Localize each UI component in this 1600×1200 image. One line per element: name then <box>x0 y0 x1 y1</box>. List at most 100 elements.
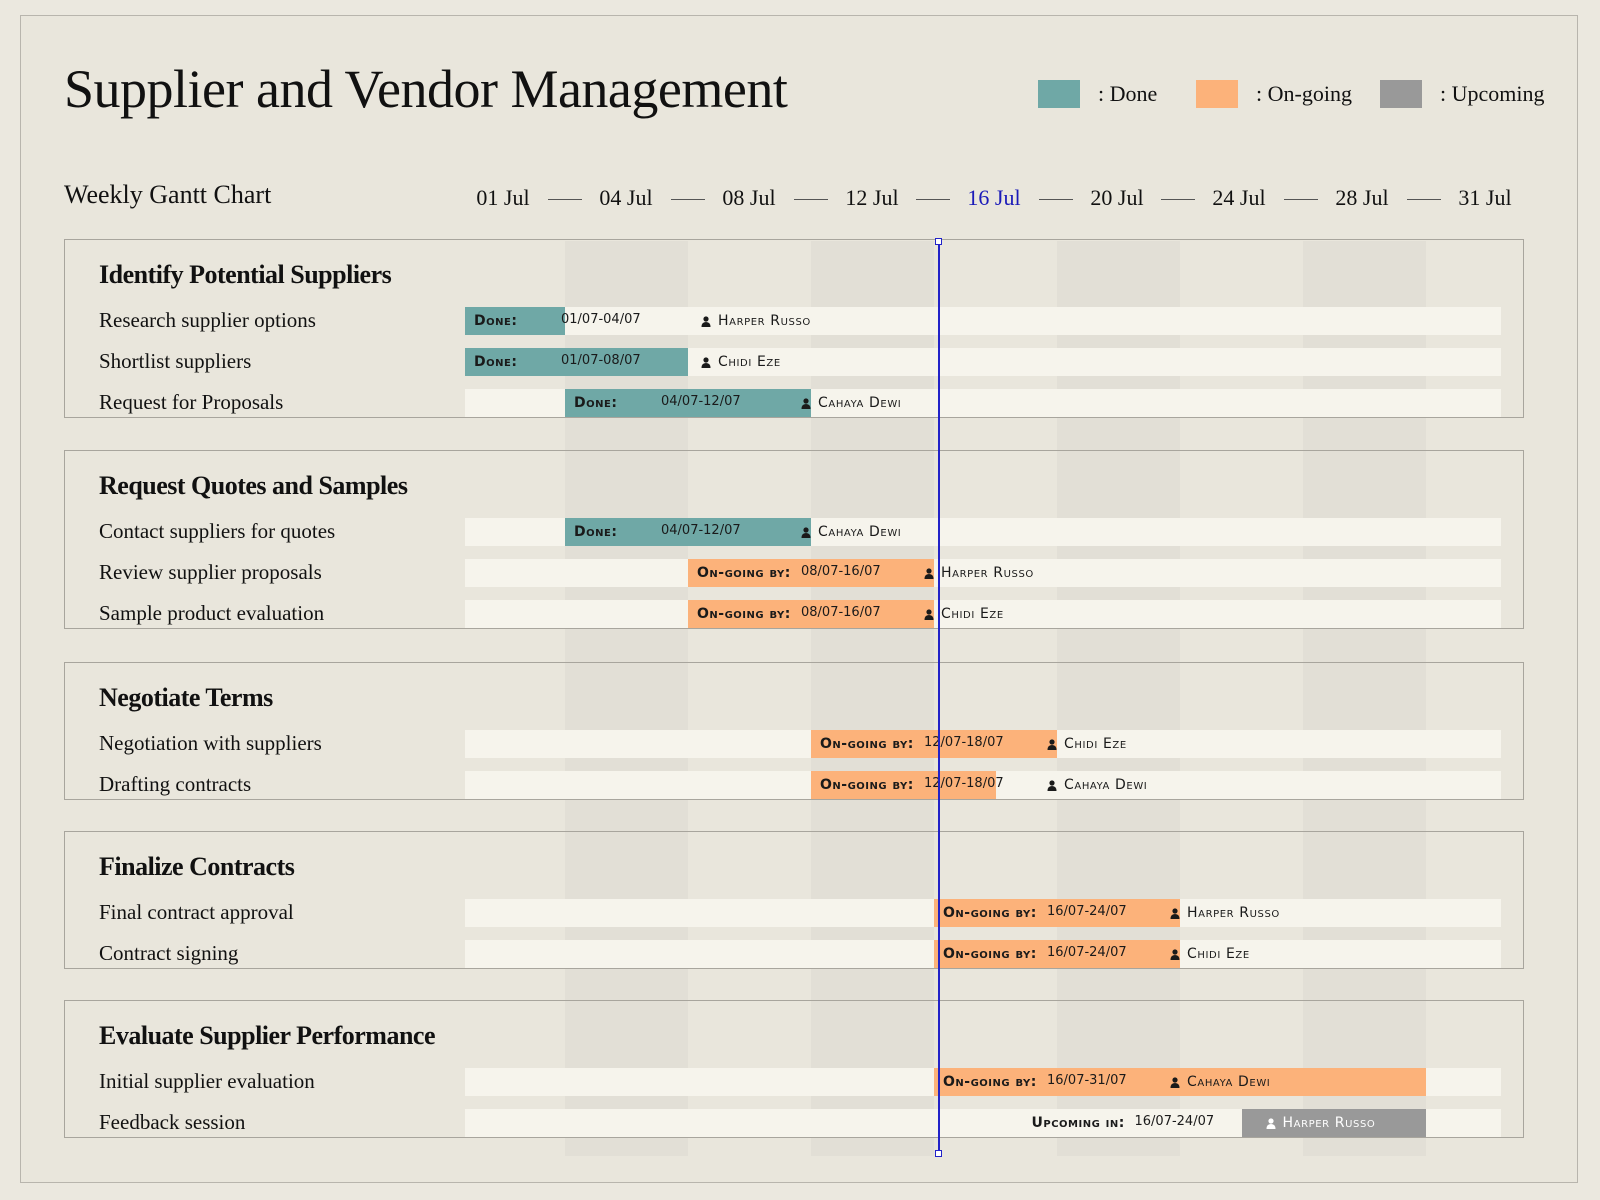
task-status-label: Upcoming in: <box>1031 1115 1125 1131</box>
task-date-range: 01/07-04/07 <box>561 312 641 327</box>
task-label: Drafting contracts <box>99 772 252 796</box>
task-owner: Chidi Eze <box>1187 946 1250 962</box>
task-label: Initial supplier evaluation <box>99 1069 315 1093</box>
group-title: Negotiate Terms <box>99 683 273 712</box>
task-track <box>465 600 1501 628</box>
task-date-range: 04/07-12/07 <box>661 523 741 538</box>
legend-swatch <box>1196 80 1238 108</box>
task-bar-ongoing <box>688 600 934 628</box>
task-track <box>465 307 1501 335</box>
task-owner: Harper Russo <box>941 565 1034 581</box>
task-date-range: 04/07-12/07 <box>661 394 741 409</box>
group-title: Identify Potential Suppliers <box>99 260 392 289</box>
task-bar-done <box>565 518 811 546</box>
task-date-range: 16/07-24/07 <box>1134 1114 1215 1129</box>
chart-subtitle: Weekly Gantt Chart <box>64 180 272 209</box>
task-bar-ongoing <box>688 559 934 587</box>
task-status-label: On-going by: <box>697 606 791 622</box>
date-separator <box>670 199 705 200</box>
task-date-range: 16/07-24/07 <box>1047 945 1127 960</box>
task-date-range: 01/07-08/07 <box>561 353 641 368</box>
user-icon <box>701 357 711 368</box>
group-box <box>64 450 1524 629</box>
task-date-range: 08/07-16/07 <box>801 564 881 579</box>
task-bar-ongoing <box>811 730 1057 758</box>
user-icon <box>1266 1118 1275 1129</box>
page-title: Supplier and Vendor Management <box>64 59 788 119</box>
task-label: Contract signing <box>99 941 239 965</box>
today-line <box>938 241 940 1153</box>
date-tick: 20 Jul <box>1090 185 1144 210</box>
task-bar-ongoing <box>934 1068 1426 1096</box>
task-date-range: 16/07-31/07 <box>1047 1073 1127 1088</box>
task-owner: Cahaya Dewi <box>1187 1074 1271 1090</box>
task-owner: Cahaya Dewi <box>818 524 902 540</box>
task-label: Request for Proposals <box>99 390 284 414</box>
date-tick: 08 Jul <box>722 185 776 210</box>
group-title: Evaluate Supplier Performance <box>99 1021 435 1050</box>
task-label: Review supplier proposals <box>99 560 322 584</box>
task-owner: Harper Russo <box>1187 905 1280 921</box>
task-status-label: Done: <box>574 395 618 411</box>
task-owner: Cahaya Dewi <box>1064 777 1148 793</box>
user-icon <box>924 568 934 579</box>
date-tick: 16 Jul <box>967 185 1021 210</box>
task-status-label: On-going by: <box>820 736 914 752</box>
task-label: Feedback session <box>99 1110 246 1134</box>
legend-swatch <box>1380 80 1422 108</box>
task-owner: Chidi Eze <box>1064 736 1127 752</box>
date-tick: 12 Jul <box>845 185 899 210</box>
task-status-label: On-going by: <box>820 777 914 793</box>
legend-label: : Upcoming <box>1440 81 1545 106</box>
task-bar-done <box>465 348 688 376</box>
date-separator <box>1161 199 1195 200</box>
group-title: Finalize Contracts <box>99 852 295 881</box>
user-icon <box>701 316 711 327</box>
date-separator <box>1283 199 1318 200</box>
task-track <box>465 559 1501 587</box>
user-icon <box>801 398 811 409</box>
group-box <box>64 662 1524 800</box>
task-owner: Harper Russo <box>718 313 811 329</box>
date-separator <box>793 199 828 200</box>
today-line-cap-bottom <box>935 1150 942 1157</box>
task-owner: Harper Russo <box>1282 1115 1376 1131</box>
task-owner: Chidi Eze <box>718 354 781 370</box>
group-box <box>64 239 1524 418</box>
legend-swatch <box>1038 80 1080 108</box>
date-tick: 31 Jul <box>1458 185 1512 210</box>
task-bar-ongoing <box>934 899 1180 927</box>
date-separator <box>916 199 950 200</box>
task-label: Contact suppliers for quotes <box>99 519 336 543</box>
task-bar-ongoing <box>811 771 996 799</box>
legend-label: : Done <box>1098 81 1158 106</box>
task-date-range: 12/07-18/07 <box>924 735 1004 750</box>
task-label: Sample product evaluation <box>99 601 325 625</box>
task-bar-upcoming <box>1241 1109 1426 1137</box>
task-date-range: 08/07-16/07 <box>801 605 881 620</box>
task-owner: Cahaya Dewi <box>818 395 902 411</box>
task-status-label: Done: <box>474 313 518 329</box>
task-status-label: On-going by: <box>697 565 791 581</box>
user-icon <box>1170 949 1180 960</box>
date-tick: 28 Jul <box>1335 185 1389 210</box>
task-bar-ongoing <box>934 940 1180 968</box>
task-status-label: On-going by: <box>943 946 1037 962</box>
date-tick: 24 Jul <box>1212 185 1266 210</box>
user-icon <box>1170 908 1180 919</box>
date-separator <box>547 199 582 200</box>
task-label: Negotiation with suppliers <box>99 731 322 755</box>
group-box <box>64 1000 1524 1138</box>
legend-label: : On-going <box>1256 81 1352 106</box>
date-tick: 01 Jul <box>476 185 530 210</box>
task-owner: Chidi Eze <box>941 606 1004 622</box>
task-label: Final contract approval <box>99 900 294 924</box>
date-separator <box>1406 199 1441 200</box>
today-line-cap-top <box>935 238 942 245</box>
task-date-range: 16/07-24/07 <box>1047 904 1127 919</box>
task-bar-done <box>565 389 811 417</box>
task-bar-done <box>465 307 565 335</box>
user-icon <box>1170 1077 1180 1088</box>
task-status-label: Done: <box>474 354 518 370</box>
date-tick: 04 Jul <box>599 185 653 210</box>
